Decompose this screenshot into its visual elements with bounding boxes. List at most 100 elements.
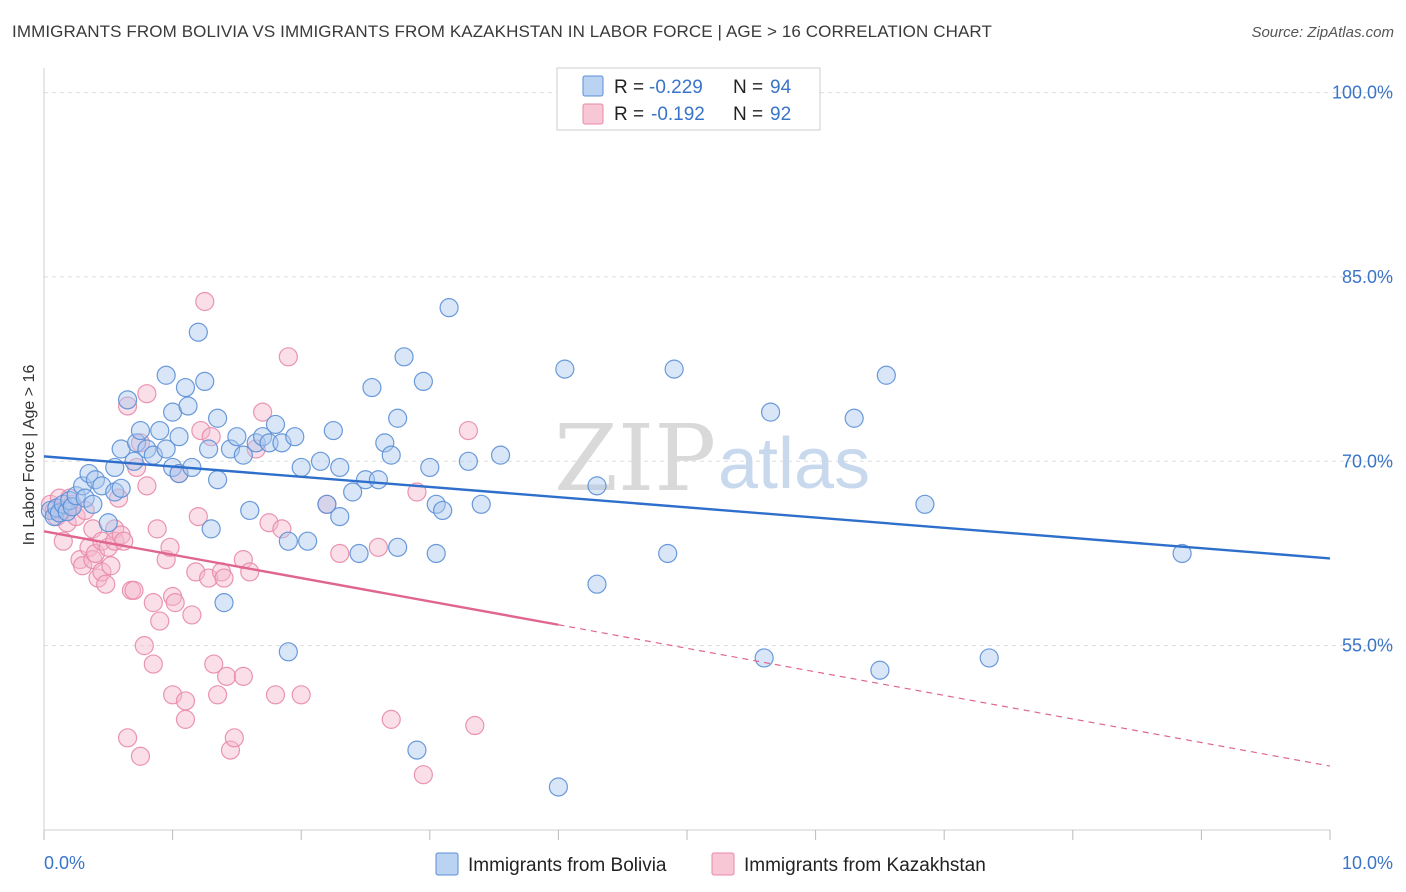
- data-point: [188, 322, 208, 342]
- series-legend: Immigrants from Bolivia Immigrants from …: [435, 852, 986, 876]
- trend-line-kazakhstan: [43, 530, 559, 626]
- data-point: [208, 408, 228, 428]
- data-point: [188, 506, 208, 527]
- data-point: [72, 556, 93, 576]
- data-point: [117, 728, 138, 748]
- legend-swatch-bolivia: [435, 852, 459, 876]
- data-point: [278, 347, 298, 367]
- series-bolivia: [40, 298, 1192, 797]
- data-point: [458, 420, 478, 441]
- data-point: [199, 439, 219, 459]
- data-point: [75, 488, 95, 508]
- data-point: [137, 384, 157, 404]
- data-point: [117, 396, 138, 416]
- data-point: [143, 593, 163, 613]
- data-point: [413, 765, 433, 785]
- data-point: [760, 402, 781, 422]
- data-point: [310, 451, 331, 471]
- data-point: [137, 476, 157, 496]
- data-point: [388, 408, 408, 428]
- data-point: [124, 580, 144, 600]
- data-point: [150, 611, 170, 631]
- data-point: [201, 519, 221, 539]
- legend-swatch-kazakhstan: [711, 852, 735, 876]
- data-point: [265, 414, 286, 435]
- data-point: [182, 605, 202, 625]
- data-point: [111, 478, 131, 498]
- data-point: [426, 543, 446, 564]
- data-point: [160, 537, 180, 557]
- data-point: [175, 377, 196, 398]
- data-point: [227, 427, 247, 447]
- data-point: [233, 666, 253, 686]
- legend-n-value: 94: [770, 77, 792, 98]
- data-point: [201, 427, 221, 447]
- trend-line-kazakhstan-extension: [558, 624, 1331, 767]
- data-point: [291, 685, 311, 705]
- legend-n-label: N =: [733, 77, 763, 98]
- data-point: [587, 574, 607, 594]
- data-point: [134, 636, 154, 656]
- data-point: [224, 728, 244, 748]
- data-point: [388, 537, 408, 557]
- data-point: [343, 482, 363, 502]
- data-point: [178, 396, 198, 416]
- data-point: [658, 543, 678, 564]
- x-tick-label: 0.0%: [44, 853, 85, 873]
- data-point: [490, 445, 511, 465]
- data-point: [175, 709, 196, 729]
- data-point: [214, 593, 234, 613]
- data-point: [126, 433, 147, 453]
- data-point: [433, 500, 453, 521]
- legend-n-value: 92: [770, 104, 791, 125]
- y-axis-label: In Labor Force | Age > 16: [21, 365, 38, 546]
- data-point: [439, 298, 459, 318]
- data-point: [362, 377, 382, 398]
- data-point: [117, 390, 138, 410]
- series-kazakhstan: [40, 291, 485, 785]
- watermark: ZIP atlas: [554, 405, 870, 512]
- data-point: [169, 427, 189, 447]
- data-point: [330, 457, 350, 478]
- legend-label-kazakhstan: Immigrants from Kazakhstan: [744, 855, 986, 876]
- data-point: [330, 543, 350, 564]
- data-point: [204, 654, 224, 674]
- data-point: [844, 408, 864, 428]
- trend-line-bolivia: [43, 455, 1331, 560]
- data-point: [465, 715, 485, 736]
- data-point: [165, 593, 185, 613]
- y-tick-label: 55.0%: [1342, 636, 1393, 656]
- data-point: [130, 420, 151, 441]
- data-point: [291, 457, 311, 478]
- legend-r-value: -0.192: [651, 104, 705, 125]
- data-point: [195, 291, 215, 312]
- data-point: [130, 746, 151, 766]
- data-point: [979, 648, 999, 668]
- legend-n-label: N =: [733, 104, 763, 125]
- data-point: [240, 500, 260, 521]
- data-point: [413, 371, 433, 392]
- data-point: [98, 513, 118, 533]
- data-point: [407, 740, 427, 760]
- data-point: [381, 445, 401, 465]
- data-point: [471, 494, 491, 514]
- watermark-zip: ZIP: [554, 405, 716, 512]
- data-point: [555, 359, 575, 379]
- data-point: [285, 427, 305, 447]
- legend-label-bolivia: Immigrants from Bolivia: [468, 855, 667, 876]
- data-point: [101, 556, 121, 576]
- data-point: [381, 709, 401, 729]
- data-point: [208, 685, 228, 705]
- data-point: [208, 470, 228, 490]
- data-point: [143, 654, 163, 674]
- data-point: [278, 642, 298, 662]
- data-point: [420, 457, 440, 478]
- data-point: [265, 685, 286, 705]
- data-point: [375, 433, 395, 453]
- legend-r-label: R =: [614, 104, 644, 125]
- source-label: Source: ZipAtlas.com: [1251, 24, 1394, 41]
- data-point: [217, 666, 237, 686]
- data-point: [150, 420, 170, 441]
- data-point: [548, 777, 569, 797]
